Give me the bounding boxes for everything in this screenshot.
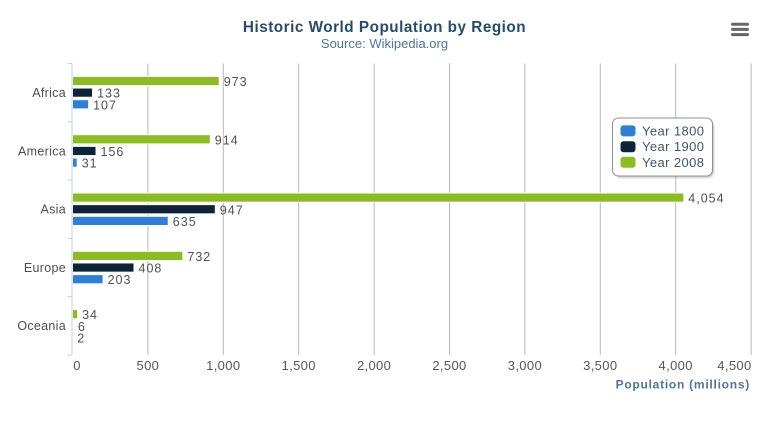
- svg-text:947: 947: [220, 203, 244, 217]
- svg-text:Asia: Asia: [40, 203, 66, 217]
- svg-text:Africa: Africa: [32, 86, 66, 100]
- svg-text:2,000: 2,000: [357, 358, 391, 373]
- svg-text:0: 0: [73, 358, 81, 373]
- svg-text:914: 914: [215, 133, 239, 147]
- svg-text:Source: Wikipedia.org: Source: Wikipedia.org: [321, 36, 448, 51]
- svg-text:Year 2008: Year 2008: [642, 155, 704, 170]
- svg-text:1,000: 1,000: [206, 358, 240, 373]
- svg-text:America: America: [18, 144, 66, 158]
- svg-text:203: 203: [108, 273, 132, 287]
- svg-text:4,500: 4,500: [717, 358, 751, 373]
- svg-text:Oceania: Oceania: [17, 319, 66, 333]
- svg-text:156: 156: [101, 145, 125, 159]
- svg-text:635: 635: [173, 215, 197, 229]
- svg-text:973: 973: [224, 75, 248, 89]
- svg-text:3,000: 3,000: [508, 358, 542, 373]
- svg-text:Year 1900: Year 1900: [642, 139, 704, 154]
- svg-text:1,500: 1,500: [282, 358, 316, 373]
- svg-text:4,000: 4,000: [659, 358, 693, 373]
- svg-text:107: 107: [93, 98, 117, 112]
- svg-text:Historic World Population by R: Historic World Population by Region: [243, 19, 526, 36]
- svg-text:Year 1800: Year 1800: [642, 123, 704, 138]
- svg-text:2,500: 2,500: [432, 358, 466, 373]
- svg-text:Europe: Europe: [24, 261, 66, 275]
- svg-text:408: 408: [139, 262, 163, 276]
- svg-text:2: 2: [77, 332, 85, 346]
- svg-text:732: 732: [187, 250, 211, 264]
- svg-text:3,500: 3,500: [583, 358, 617, 373]
- svg-text:500: 500: [137, 358, 160, 373]
- svg-text:Population (millions): Population (millions): [616, 378, 750, 392]
- svg-text:4,054: 4,054: [688, 192, 724, 206]
- svg-text:31: 31: [82, 157, 98, 171]
